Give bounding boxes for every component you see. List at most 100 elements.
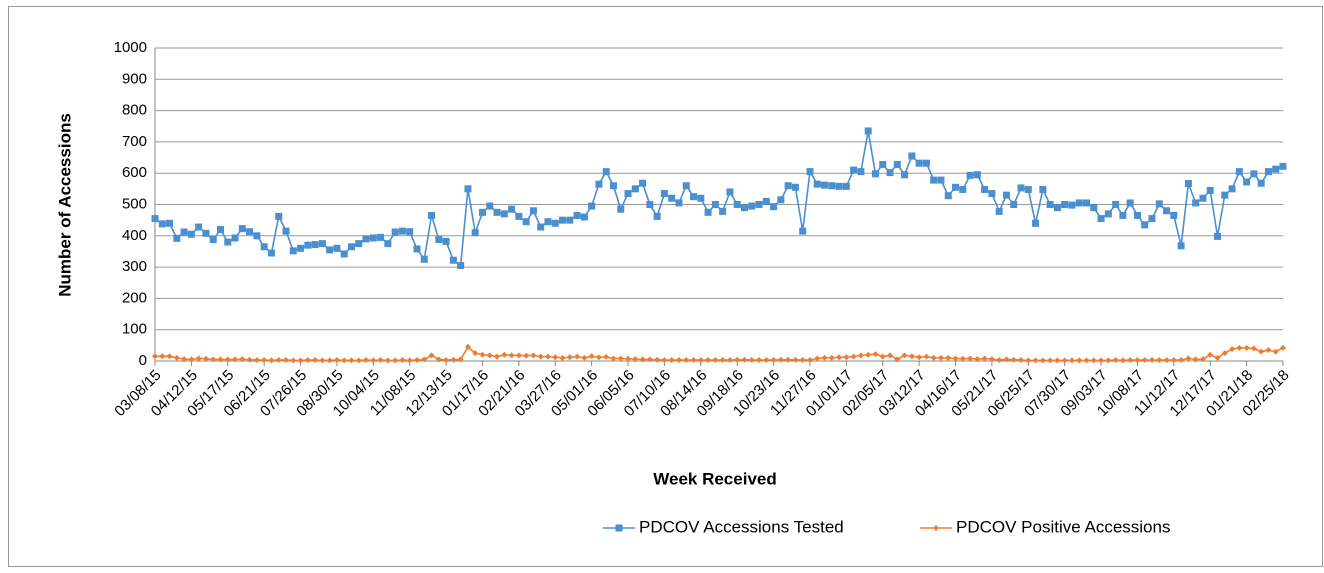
legend-label: PDCOV Positive Accessions xyxy=(956,517,1170,536)
marker xyxy=(478,208,486,216)
marker xyxy=(420,255,428,263)
marker xyxy=(806,168,814,176)
marker xyxy=(1178,357,1185,364)
marker xyxy=(908,152,916,160)
marker xyxy=(159,353,166,360)
marker xyxy=(1068,201,1076,209)
marker xyxy=(1170,211,1178,219)
marker xyxy=(231,234,239,242)
marker xyxy=(639,356,646,363)
marker xyxy=(333,357,340,364)
marker xyxy=(472,350,479,357)
marker xyxy=(843,354,850,361)
marker xyxy=(537,223,545,231)
marker xyxy=(1163,207,1171,215)
marker xyxy=(1010,356,1017,363)
marker xyxy=(777,196,785,204)
marker xyxy=(959,355,966,362)
marker xyxy=(865,351,872,358)
marker xyxy=(377,357,384,364)
marker xyxy=(210,356,217,363)
marker xyxy=(362,235,370,243)
marker xyxy=(930,354,937,361)
marker xyxy=(529,207,537,215)
marker xyxy=(646,201,654,208)
marker xyxy=(719,207,727,215)
marker xyxy=(319,357,326,364)
marker xyxy=(1076,357,1083,364)
marker xyxy=(566,354,573,361)
marker xyxy=(282,357,289,364)
marker xyxy=(842,182,850,190)
marker xyxy=(312,357,319,364)
marker xyxy=(1192,356,1199,363)
marker xyxy=(515,212,523,220)
y-tick-label: 300 xyxy=(122,258,147,275)
marker xyxy=(406,357,413,364)
marker xyxy=(1228,185,1236,193)
marker xyxy=(428,352,435,359)
marker xyxy=(580,213,588,221)
marker xyxy=(770,357,777,364)
marker xyxy=(617,355,624,362)
marker xyxy=(1272,348,1279,355)
marker xyxy=(886,169,894,177)
marker xyxy=(756,357,763,364)
marker xyxy=(1148,215,1156,223)
marker xyxy=(675,357,682,364)
x-axis-label: Week Received xyxy=(653,469,776,488)
marker xyxy=(894,356,901,363)
marker xyxy=(1243,344,1250,351)
marker xyxy=(1235,168,1243,176)
marker xyxy=(901,352,908,359)
y-tick-label: 100 xyxy=(122,321,147,338)
y-axis-label: Number of Accessions xyxy=(55,113,74,297)
y-tick-label: 200 xyxy=(122,289,147,306)
marker xyxy=(588,202,596,210)
marker xyxy=(784,182,792,190)
marker xyxy=(1032,219,1040,227)
marker xyxy=(443,357,450,364)
marker xyxy=(413,357,420,364)
marker xyxy=(508,205,516,213)
marker xyxy=(944,192,952,200)
marker xyxy=(923,353,930,360)
marker xyxy=(1025,357,1032,364)
marker xyxy=(289,247,297,255)
marker xyxy=(1141,221,1149,229)
marker xyxy=(552,354,559,361)
marker xyxy=(1090,357,1097,364)
marker xyxy=(1163,357,1170,364)
marker xyxy=(500,210,508,218)
chart-frame xyxy=(8,6,1323,567)
marker xyxy=(326,246,334,254)
marker xyxy=(340,250,348,258)
marker xyxy=(952,183,960,191)
marker xyxy=(180,228,188,236)
marker xyxy=(297,244,305,252)
marker xyxy=(879,160,887,168)
marker xyxy=(450,356,457,363)
legend-label: PDCOV Accessions Tested xyxy=(639,517,844,536)
marker xyxy=(857,352,864,359)
marker xyxy=(209,236,217,244)
marker xyxy=(697,194,705,202)
marker xyxy=(850,353,857,360)
marker xyxy=(1199,194,1207,202)
marker xyxy=(857,168,865,176)
marker xyxy=(559,354,566,361)
marker xyxy=(188,356,195,363)
marker xyxy=(930,176,938,184)
y-tick-label: 1000 xyxy=(114,39,147,56)
marker xyxy=(893,160,901,168)
marker xyxy=(216,226,224,234)
marker xyxy=(173,354,180,361)
marker xyxy=(341,357,348,364)
marker xyxy=(792,356,799,363)
marker xyxy=(602,168,610,176)
marker xyxy=(369,234,377,242)
marker xyxy=(1149,357,1156,364)
marker xyxy=(253,232,261,240)
marker xyxy=(952,355,959,362)
